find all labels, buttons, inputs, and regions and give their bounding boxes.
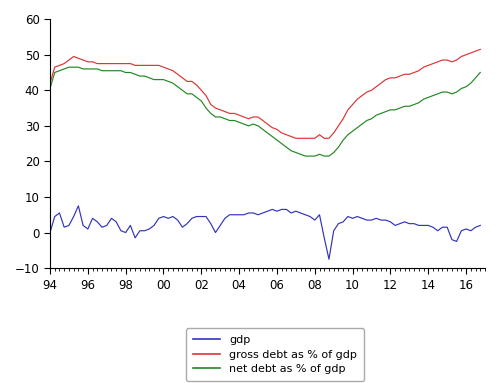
Legend: gdp, gross debt as % of gdp, net debt as % of gdp: gdp, gross debt as % of gdp, net debt as…	[186, 329, 364, 381]
